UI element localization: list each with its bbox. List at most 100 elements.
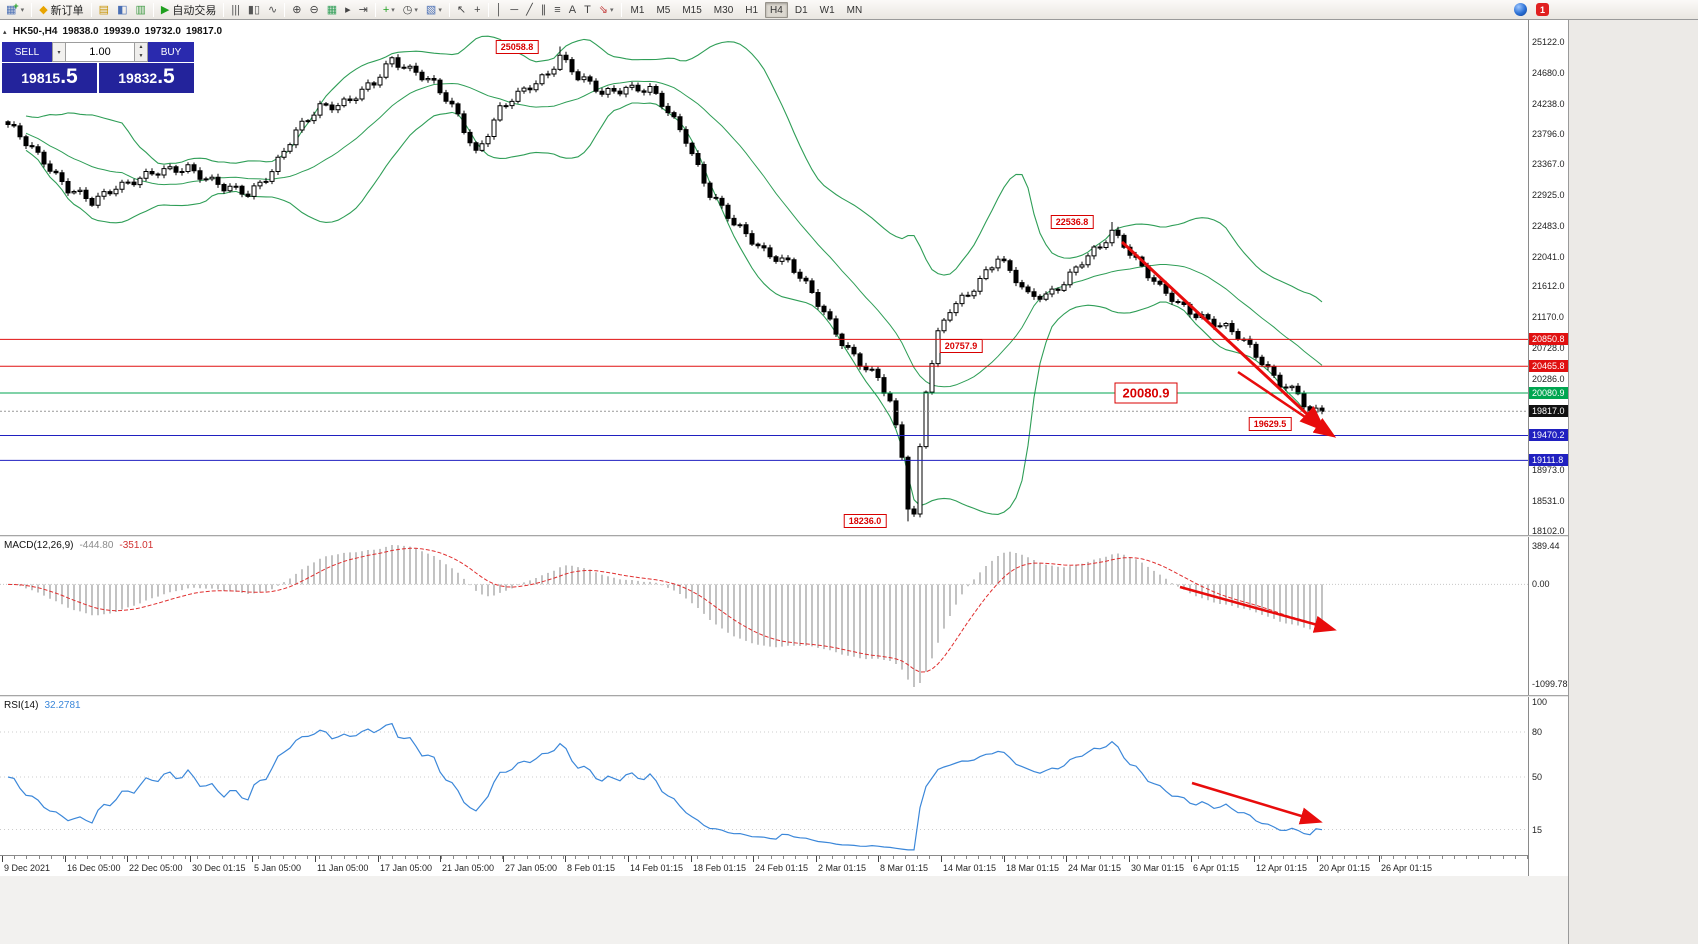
trend-arrow[interactable]	[1120, 240, 1327, 433]
time-tick	[75, 856, 76, 859]
line-chart-button[interactable]: ∿	[264, 1, 281, 19]
time-tick	[624, 856, 625, 859]
volume-down-icon[interactable]: ▼	[135, 52, 147, 61]
crosshair-button[interactable]: +	[470, 1, 484, 19]
text-button[interactable]: A	[565, 1, 580, 19]
time-label: 16 Dec 05:00	[67, 863, 121, 873]
timeframe-m30[interactable]: M30	[713, 4, 734, 16]
time-tick-major	[1379, 856, 1380, 862]
auto-scroll-button[interactable]: ▸	[341, 1, 355, 19]
time-tick	[1393, 856, 1394, 859]
one-click-collapse-icon[interactable]: ▴	[3, 29, 7, 36]
price-annotation[interactable]: 20757.9	[939, 339, 983, 353]
time-tick	[795, 856, 796, 859]
timeframe-w1[interactable]: W1	[819, 4, 835, 16]
price-annotation[interactable]: 18236.0	[843, 514, 887, 528]
time-tick	[1527, 856, 1528, 859]
trend-arrow[interactable]	[1191, 781, 1323, 825]
time-tick	[697, 856, 698, 859]
panel-splitter[interactable]	[0, 695, 1568, 697]
indicators-button[interactable]: + ▾	[379, 1, 399, 19]
time-tick	[1271, 856, 1272, 859]
bar-chart-button[interactable]: |||	[227, 1, 244, 19]
one-click-trading-panel: SELL ▾ ▲ ▼ BUY 19815.5 19832.5	[2, 42, 194, 93]
channel-icon: ∥	[540, 3, 547, 16]
volume-up-icon[interactable]: ▲	[135, 43, 147, 52]
timeframe-h1[interactable]: H1	[745, 4, 759, 16]
time-tick	[1368, 856, 1369, 859]
price-annotation[interactable]: 20080.9	[1114, 382, 1178, 404]
time-tick	[270, 856, 271, 859]
trend-arrow[interactable]	[1237, 370, 1337, 438]
trend-arrow[interactable]	[1179, 585, 1337, 633]
fibonacci-button[interactable]: ≡	[550, 1, 564, 19]
price-annotation[interactable]: 25058.8	[495, 40, 539, 54]
periods-button[interactable]: ◷ ▾	[399, 1, 422, 19]
notification-badge[interactable]: 1	[1536, 3, 1549, 16]
time-label: 9 Dec 2021	[4, 863, 51, 873]
macd-axis-tick: 389.44	[1532, 541, 1560, 551]
tile-windows-button[interactable]: ▦	[323, 1, 341, 19]
horizontal-line-button[interactable]: ─	[506, 1, 522, 19]
time-tick	[990, 856, 991, 859]
sell-button[interactable]: SELL	[2, 42, 52, 62]
autotrading-button[interactable]: ▶ 自动交易	[157, 1, 220, 19]
navigator-button[interactable]: ◧	[113, 1, 131, 19]
price-annotation[interactable]: 22536.8	[1050, 215, 1094, 229]
vertical-line-icon: │	[495, 3, 503, 16]
channel-button[interactable]: ∥	[537, 1, 551, 19]
trendline-button[interactable]: ╱	[522, 1, 537, 19]
volume-preset-dropdown[interactable]: ▾	[52, 42, 66, 62]
zoom-out-button[interactable]: ⊖	[305, 1, 322, 19]
toolbar-groups: ▦ + ▾ ◆ 新订单 ▤ ◧ ▥ ▶ 自动交易 ||| ▮▯ ∿ ⊕ ⊖ ▦ ▸ ⇥ + ▾ ◷ ▾ ▧ ▾ ↖ + │ ─ ╱ ∥ ≡ A…	[2, 0, 868, 19]
terminal-button[interactable]: ▥	[131, 1, 149, 19]
time-tick-major	[65, 856, 66, 862]
time-tick	[710, 856, 711, 859]
macd-canvas[interactable]	[0, 537, 1528, 695]
main-chart-canvas[interactable]	[0, 20, 1528, 535]
candlestick-button[interactable]: ▮▯	[244, 1, 264, 19]
templates-button[interactable]: ▧ ▾	[422, 1, 446, 19]
time-tick	[954, 856, 955, 859]
price-annotation[interactable]: 19629.5	[1248, 417, 1292, 431]
timeframe-m15[interactable]: M15	[682, 4, 702, 16]
price-tick: 20286.0	[1532, 374, 1565, 384]
sell-price[interactable]: 19815.5	[2, 63, 97, 93]
price-tick: 23367.0	[1532, 159, 1565, 169]
new-order-button[interactable]: ◆ 新订单	[35, 1, 87, 19]
time-tick	[39, 856, 40, 859]
time-tick	[612, 856, 613, 859]
timeframe-m5[interactable]: M5	[656, 4, 671, 16]
rsi-canvas[interactable]	[0, 697, 1528, 855]
label-button[interactable]: T	[580, 1, 595, 19]
main-chart-panel: 25058.8 22536.8 20757.9 20080.9 19629.5 18236…	[0, 20, 1528, 535]
timeframe-h4[interactable]: H4	[765, 1, 788, 18]
time-axis[interactable]: 9 Dec 2021 16 Dec 05:00 22 Dec 05:00 30 Dec…	[0, 855, 1528, 876]
zoom-in-button[interactable]: ⊕	[288, 1, 305, 19]
arrows-tool-button[interactable]: ⇘ ▾	[595, 1, 618, 19]
volume-input[interactable]	[66, 42, 135, 62]
price-tick: 22483.0	[1532, 221, 1565, 231]
sell-price-frac: .5	[60, 65, 78, 88]
cursor-button[interactable]: ↖	[453, 1, 470, 19]
time-tick	[819, 856, 820, 859]
time-tick	[1051, 856, 1052, 859]
price-axis[interactable]: 25122.0 24680.0 24238.0 23796.0 23367.0 22925…	[1528, 20, 1568, 876]
market-watch-button[interactable]: ▤	[95, 1, 113, 19]
panel-splitter[interactable]	[0, 535, 1568, 537]
vertical-line-button[interactable]: │	[492, 1, 507, 19]
chart-shift-button[interactable]: ⇥	[355, 1, 372, 19]
timeframe-d1[interactable]: D1	[794, 4, 808, 16]
buy-button[interactable]: BUY	[148, 42, 194, 62]
time-tick	[1381, 856, 1382, 859]
buy-price[interactable]: 19832.5	[99, 63, 194, 93]
search-icon[interactable]	[1514, 3, 1527, 16]
time-label: 5 Jan 05:00	[254, 863, 302, 873]
time-tick-major	[1129, 856, 1130, 862]
timeframe-mn[interactable]: MN	[846, 4, 863, 16]
new-chart-button[interactable]: ▦ + ▾	[2, 1, 28, 19]
new-order-icon: ◆	[39, 3, 48, 16]
time-label: 2 Mar 01:15	[818, 863, 867, 873]
time-tick	[405, 856, 406, 859]
timeframe-m1[interactable]: M1	[630, 4, 645, 16]
